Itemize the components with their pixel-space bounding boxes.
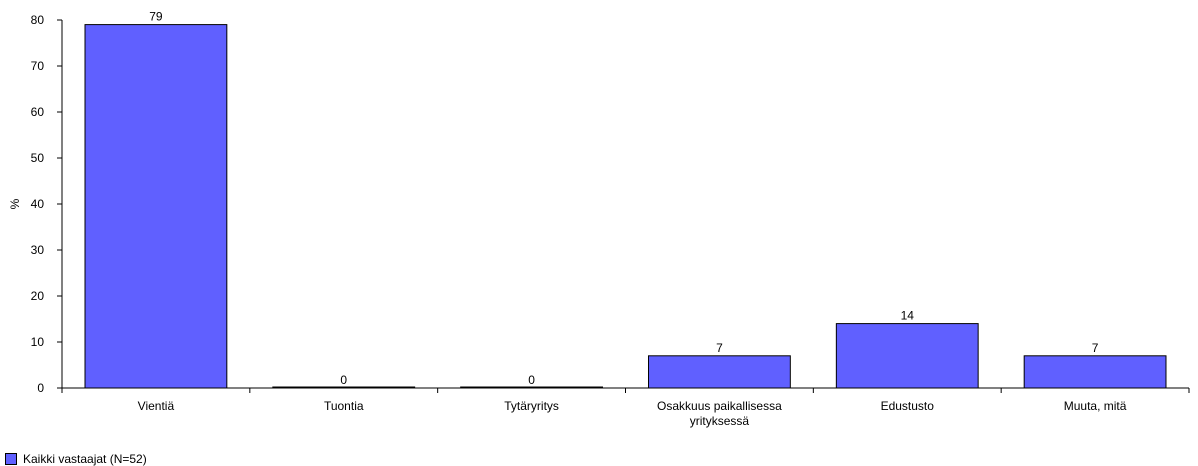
y-tick-label: 10	[31, 335, 45, 349]
bars	[84, 24, 1167, 389]
y-axis-title: %	[8, 198, 22, 209]
y-tick-label: 0	[37, 381, 44, 395]
x-tick-label: Edustusto	[881, 399, 935, 413]
bar-value-label: 14	[901, 309, 915, 323]
y-tick-label: 40	[31, 197, 45, 211]
y-tick-label: 60	[31, 105, 45, 119]
y-tick-label: 80	[31, 13, 45, 27]
y-tick-label: 20	[31, 289, 45, 303]
y-tick-label: 30	[31, 243, 45, 257]
x-tick-label: Muuta, mitä	[1064, 399, 1127, 413]
x-tick-label: yrityksessä	[690, 414, 750, 428]
x-tick-label: Tuontia	[324, 399, 364, 413]
bar	[84, 24, 228, 389]
x-tick-label: Tytäryritys	[504, 399, 559, 413]
legend: Kaikki vastaajat (N=52)	[5, 452, 147, 466]
x-axis-labels: Vientiä Tuontia Tytäryritys Osakkuus paikal…	[138, 399, 1127, 428]
x-tick-label: Osakkuus paikallisessa	[657, 399, 782, 413]
bar	[1023, 355, 1167, 389]
legend-label: Kaikki vastaajat (N=52)	[23, 452, 147, 466]
bar	[835, 323, 979, 389]
legend-swatch	[5, 453, 17, 465]
bar-chart: 0 10 20 30 40 50 60 70 80 79 0 0 7 14 7 Vientiä Tuonti…	[8, 10, 1190, 428]
value-labels: 79 0 0 7 14 7	[149, 10, 1099, 387]
bar	[648, 355, 791, 389]
y-tick-label: 50	[31, 151, 45, 165]
bar-value-label: 7	[716, 341, 723, 355]
x-tick-label: Vientiä	[138, 399, 175, 413]
bar-value-label: 0	[340, 373, 347, 387]
bar-value-label: 0	[528, 373, 535, 387]
y-tick-label: 70	[31, 59, 45, 73]
bar-value-label: 79	[149, 10, 163, 24]
bar-value-label: 7	[1092, 341, 1099, 355]
